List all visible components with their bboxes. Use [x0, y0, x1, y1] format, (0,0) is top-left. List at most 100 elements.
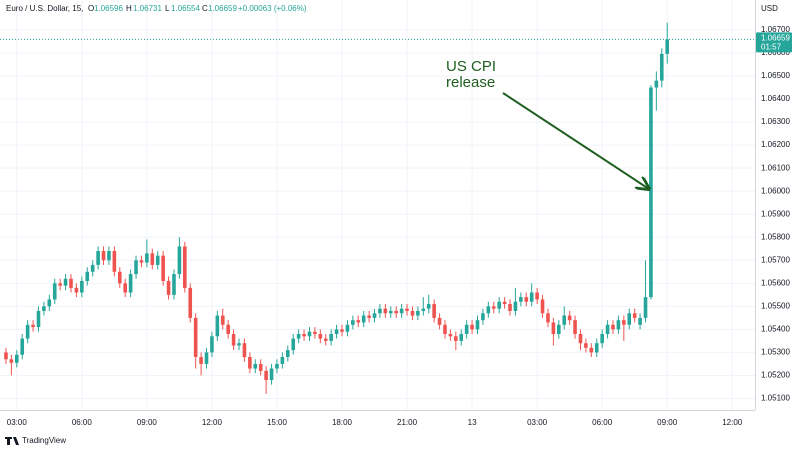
candle-body — [280, 357, 285, 364]
candle-body — [323, 338, 328, 341]
candle-body — [426, 304, 431, 309]
candle-body — [340, 329, 344, 332]
candle-body — [589, 347, 594, 353]
candle-body — [356, 320, 361, 323]
header-c-label: C — [202, 4, 208, 13]
candle-body — [529, 292, 534, 302]
candle-body — [96, 251, 100, 265]
header: Euro / U.S. Dollar, 15, O 1.06596 H 1.06… — [6, 4, 307, 13]
x-tick-label: 15:00 — [267, 418, 288, 427]
candle-body — [361, 315, 366, 323]
candle-body — [399, 308, 404, 314]
candle-body — [367, 315, 371, 318]
candle-body — [464, 324, 469, 334]
candle-body — [649, 87, 653, 298]
candle-body — [20, 338, 25, 355]
header-o: 1.06596 — [94, 4, 123, 13]
candle-body — [36, 310, 41, 328]
last-price-label: 1.06659 — [761, 33, 790, 42]
candle-body — [166, 281, 171, 295]
candle-body — [145, 253, 149, 263]
candle-body — [155, 255, 160, 265]
candle-body — [220, 315, 225, 325]
candle-body — [150, 253, 155, 265]
candle-body — [519, 297, 523, 302]
x-tick-label: 03:00 — [527, 418, 548, 427]
candle-body — [199, 357, 203, 364]
candle-body — [405, 308, 409, 311]
x-tick-label: 09:00 — [657, 418, 678, 427]
y-tick-label: 1.05600 — [761, 278, 790, 287]
candle-body — [80, 281, 84, 293]
candle-body — [231, 333, 236, 346]
y-tick-label: 1.05900 — [761, 209, 790, 218]
candle-body — [210, 336, 214, 353]
candle-body — [253, 363, 258, 369]
candle-body — [107, 251, 111, 261]
candle-body — [627, 313, 632, 325]
candle-body — [296, 333, 301, 339]
candle-body — [329, 333, 333, 341]
x-tick-label: 12:00 — [202, 418, 223, 427]
header-l-label: L — [165, 4, 170, 13]
candle-body — [502, 301, 507, 305]
candle-body — [394, 310, 398, 314]
y-tick-label: 1.06600 — [761, 48, 790, 57]
header-c: 1.06659 — [208, 4, 237, 13]
candle-body — [161, 255, 165, 282]
candle-body — [486, 306, 491, 314]
candle-body — [497, 301, 501, 309]
candle-body — [242, 343, 247, 358]
candle-body — [42, 306, 46, 311]
candle-body — [665, 39, 669, 54]
candle-body — [193, 317, 198, 358]
candle-body — [659, 53, 664, 81]
candle-body — [25, 324, 30, 339]
annotation-line: US CPI — [446, 58, 496, 75]
candle-body — [123, 283, 128, 293]
candle-body — [188, 287, 193, 318]
candle-body — [578, 333, 583, 344]
candle-body — [491, 306, 496, 309]
candle-body — [226, 324, 230, 334]
candle-body — [47, 299, 52, 307]
candle-body — [567, 315, 572, 321]
y-tick-label: 1.05400 — [761, 324, 790, 333]
annotation-line: release — [446, 74, 495, 91]
y-tick-label: 1.05100 — [761, 394, 790, 403]
candle-body — [551, 322, 556, 334]
candle-body — [183, 246, 187, 288]
x-tick-label: 12:00 — [722, 418, 743, 427]
x-tick-label: 21:00 — [397, 418, 418, 427]
candle-body — [90, 264, 95, 272]
candle-body — [177, 246, 182, 275]
candle-body — [594, 343, 599, 353]
candle-body — [654, 80, 659, 88]
candle-body — [459, 333, 464, 341]
header-h: 1.06731 — [133, 4, 162, 13]
candle-body — [101, 251, 106, 261]
candle-body — [546, 313, 550, 323]
candle-body — [372, 313, 377, 318]
plot — [0, 0, 755, 410]
candle-body — [643, 297, 648, 318]
header-l: 1.06554 — [171, 4, 200, 13]
candle-body — [52, 283, 57, 300]
candle-body — [258, 363, 263, 371]
candle-body — [383, 308, 388, 314]
candle-body — [63, 278, 68, 286]
y-tick-label: 1.06400 — [761, 94, 790, 103]
candle-body — [215, 315, 220, 337]
candle-body — [275, 363, 279, 369]
candle-body — [58, 283, 62, 286]
candle-body — [117, 271, 122, 284]
y-tick-label: 1.06500 — [761, 71, 790, 80]
candle-body — [9, 359, 14, 363]
candle-body — [454, 336, 458, 341]
countdown: 01:57 — [761, 42, 782, 51]
candle-body — [112, 251, 117, 272]
candle-body — [4, 352, 8, 360]
candle-body — [584, 343, 588, 348]
header-h-label: H — [126, 4, 132, 13]
